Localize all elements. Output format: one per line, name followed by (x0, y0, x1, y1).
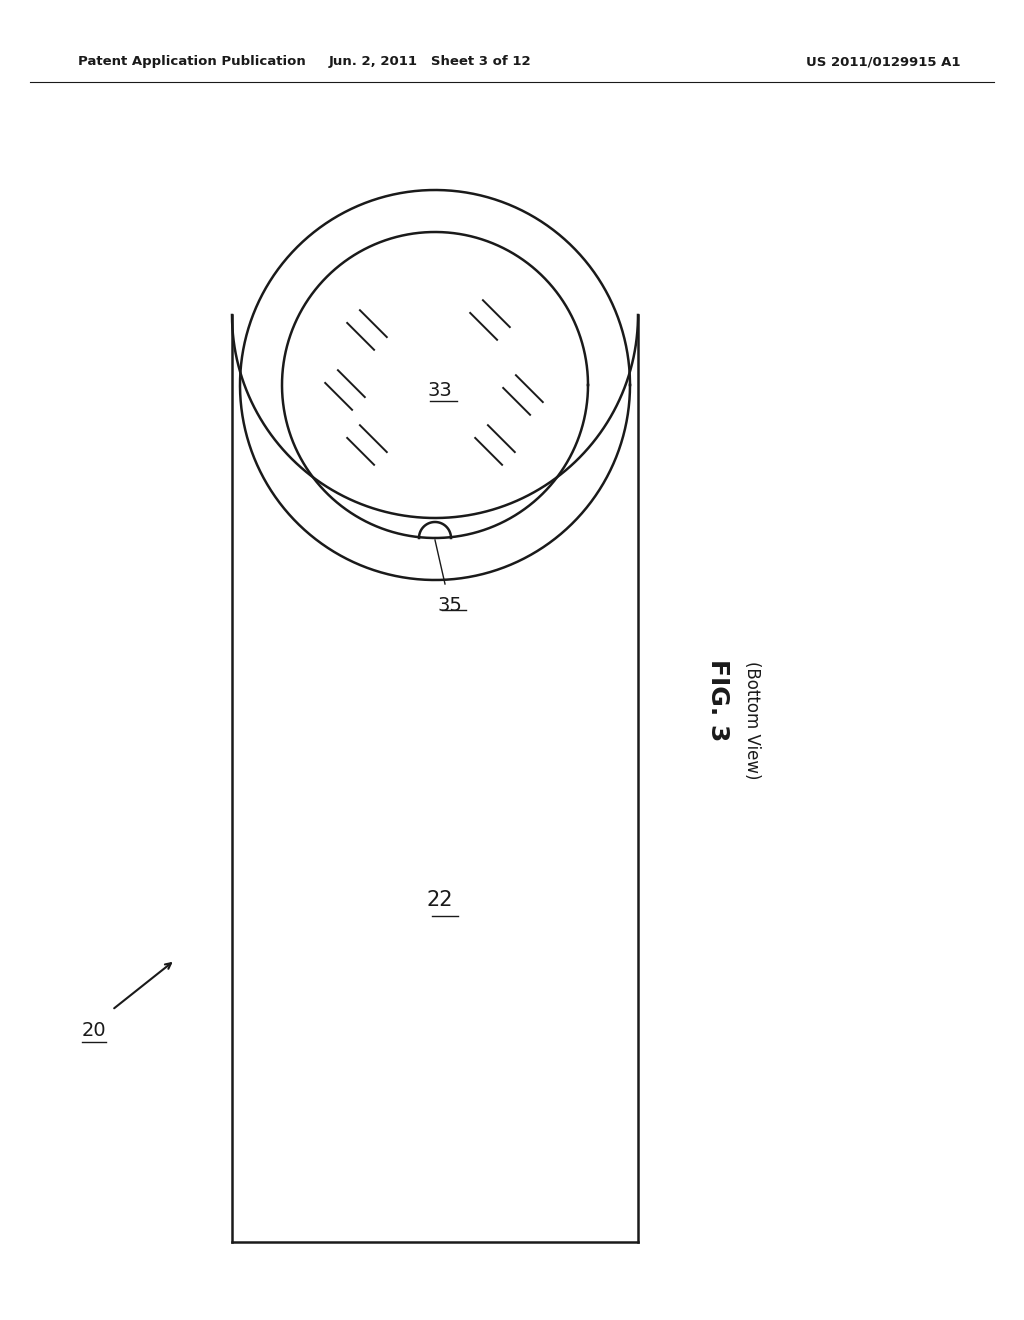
Text: FIG. 3: FIG. 3 (706, 659, 730, 742)
Text: Jun. 2, 2011   Sheet 3 of 12: Jun. 2, 2011 Sheet 3 of 12 (329, 55, 531, 69)
Text: 22: 22 (427, 890, 454, 909)
Text: US 2011/0129915 A1: US 2011/0129915 A1 (806, 55, 961, 69)
Text: 20: 20 (82, 1020, 106, 1040)
Text: 33: 33 (428, 380, 453, 400)
Text: Patent Application Publication: Patent Application Publication (78, 55, 306, 69)
Text: (Bottom View): (Bottom View) (743, 661, 761, 779)
Text: 35: 35 (437, 597, 463, 615)
